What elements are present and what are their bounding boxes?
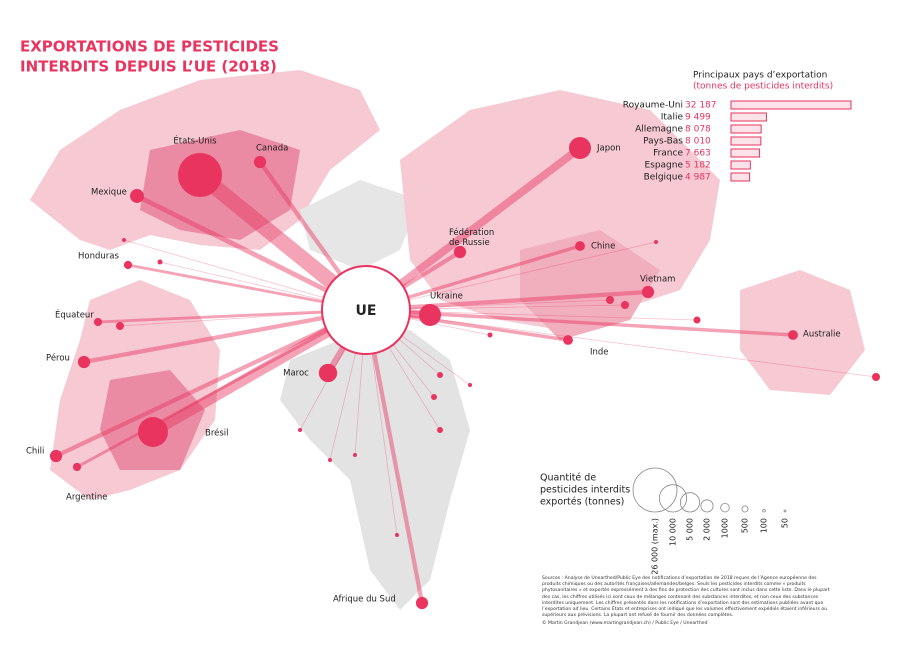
hub-label: UE	[356, 303, 377, 319]
link	[365, 289, 649, 313]
legend-label: 5 000	[686, 518, 695, 541]
bar	[730, 136, 762, 146]
place-label: Ukraine	[430, 292, 463, 302]
legend-label: 500	[741, 518, 750, 533]
legend-label: 1000	[721, 518, 730, 538]
bar-value-label: 8 078	[685, 125, 711, 135]
place-label: Canada	[256, 144, 288, 154]
bubble	[575, 241, 585, 251]
bar	[730, 148, 761, 158]
minor-link	[365, 241, 657, 311]
place-label: Maroc	[283, 369, 309, 379]
link	[55, 308, 367, 458]
bubble	[788, 330, 798, 340]
bar-value-label: 9 499	[685, 113, 711, 123]
bubble	[178, 153, 222, 197]
legend-title: exportés (tonnes)	[540, 497, 624, 508]
title: INTERDITS DEPUIS L’UE (2018)	[20, 58, 277, 76]
bubble	[569, 137, 591, 159]
bar-value-label: 32 187	[685, 101, 717, 111]
bar-value-label: 7 663	[685, 149, 711, 159]
bar-title: Principaux pays d’exportation	[693, 71, 827, 81]
bar-category: France	[653, 149, 683, 159]
bar-category: Royaume-Uni	[623, 101, 683, 111]
bar	[730, 172, 751, 182]
place-label: Chili	[26, 447, 44, 457]
legend-label: 26 000 (max.)	[651, 518, 660, 575]
bubble	[318, 363, 338, 383]
title: EXPORTATIONS DE PESTICIDES	[20, 38, 279, 56]
hub	[321, 265, 411, 355]
bar-category: Italie	[661, 113, 684, 123]
place-label: Vietnam	[640, 275, 675, 285]
legend-circle	[679, 492, 701, 513]
credit: © Martin Grandjean (www.martingrandjean.…	[542, 621, 708, 626]
legend-circle	[720, 502, 730, 513]
bubble	[49, 449, 63, 463]
bubble	[419, 304, 441, 326]
place-label: Fédération de Russie	[449, 227, 494, 248]
legend-label: 50	[781, 518, 790, 528]
place-label: Argentine	[66, 493, 107, 503]
sources: Sources : Analyse de Unearthed/Public Ey…	[542, 576, 830, 619]
place-label: Brésil	[205, 428, 229, 439]
bar	[730, 112, 767, 122]
bubble	[563, 335, 573, 345]
legend-title: Quantité de	[540, 473, 596, 484]
bubble	[253, 155, 267, 169]
link	[76, 308, 367, 469]
bar-category: Espagne	[644, 161, 683, 171]
bubble	[93, 317, 103, 327]
bubble	[130, 189, 144, 203]
legend-circle	[741, 505, 749, 513]
link	[363, 309, 425, 604]
bubble	[138, 417, 168, 447]
place-label: Pérou	[46, 353, 70, 364]
bubble	[123, 260, 133, 270]
bubble	[77, 355, 91, 369]
bubble	[453, 245, 467, 259]
bar	[730, 100, 852, 110]
place-label: Inde	[590, 348, 609, 358]
bar-category: Pays-Bas	[643, 137, 683, 147]
legend-label: 10 000	[669, 518, 678, 546]
bar	[730, 124, 762, 134]
legend-circle	[783, 509, 787, 513]
bar-category: Allemagne	[635, 125, 683, 135]
legend-label: 2 000	[703, 518, 712, 541]
minor-dots	[116, 238, 880, 537]
bar-value-label: 5 182	[685, 161, 711, 171]
place-label: Honduras	[78, 252, 119, 262]
legend-circle	[658, 484, 688, 513]
legend-circle	[632, 467, 678, 513]
link	[83, 307, 367, 365]
legend-circle	[762, 508, 766, 513]
minor-link	[365, 309, 877, 378]
bar-value-label: 4 987	[685, 173, 711, 183]
bubble	[641, 285, 655, 299]
bubble	[72, 462, 82, 472]
place-label: Équateur	[55, 309, 94, 321]
place-label: États-Unis	[173, 135, 217, 147]
place-label: Chine	[591, 242, 615, 252]
bar	[730, 160, 751, 170]
place-label: Australie	[803, 330, 841, 340]
legend-label: 100	[760, 518, 769, 533]
bar-value-label: 8 010	[685, 137, 711, 147]
legend-circle	[700, 499, 714, 513]
bar-subtitle: (tonnes de pesticides interdits)	[693, 82, 833, 92]
place-label: Japon	[596, 144, 621, 154]
place-label: Mexique	[91, 188, 127, 198]
bubble	[415, 596, 429, 610]
bar-category: Belgique	[644, 173, 684, 183]
legend-title: pesticides interdits	[540, 485, 630, 496]
place-label: Afrique du Sud	[333, 595, 396, 605]
